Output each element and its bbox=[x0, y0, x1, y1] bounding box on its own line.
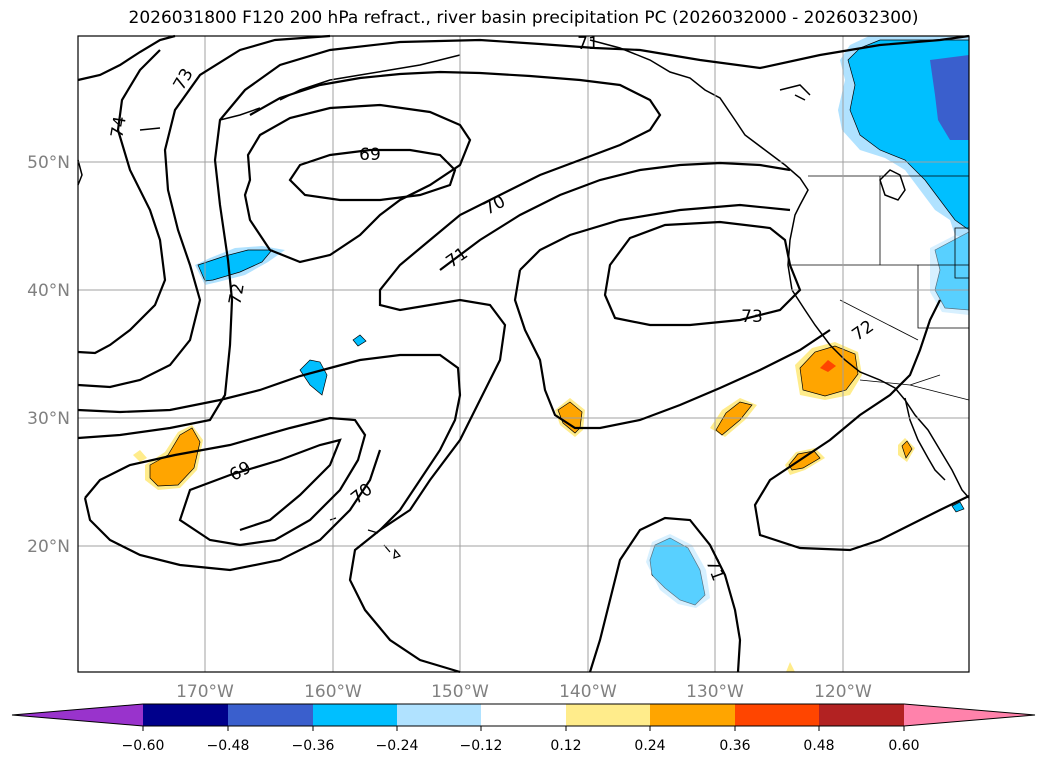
colorbar-segment bbox=[228, 704, 313, 726]
state-borders bbox=[790, 175, 970, 401]
lat-label: 40°N bbox=[27, 281, 70, 301]
colorbar: −0.60 −0.48 −0.36 −0.24 −0.12 0.12 0.24 … bbox=[11, 703, 1036, 754]
lon-label: 160°W bbox=[304, 682, 362, 702]
colorbar-tick-label: −0.36 bbox=[292, 738, 335, 754]
colorbar-extend-low bbox=[12, 704, 143, 726]
neg-anomaly-160w bbox=[299, 359, 328, 396]
colorbar-extend-high bbox=[904, 704, 1035, 726]
contour-label: 74 bbox=[107, 115, 130, 140]
lon-label: 130°W bbox=[686, 682, 744, 702]
colorbar-segment bbox=[819, 704, 904, 726]
refractivity-contours bbox=[77, 34, 970, 674]
colorbar-tick-label: 0.48 bbox=[803, 738, 834, 754]
gridlines bbox=[78, 36, 969, 672]
coastlines bbox=[77, 39, 970, 499]
map-frame bbox=[77, 35, 970, 673]
colorbar-ticks bbox=[142, 726, 905, 731]
colorbar-segment bbox=[650, 704, 735, 726]
contour-label: 72 bbox=[225, 282, 248, 307]
latitude-labels: 50°N 40°N 30°N 20°N bbox=[27, 153, 70, 557]
lon-label: 140°W bbox=[559, 682, 617, 702]
lat-label: 20°N bbox=[27, 537, 70, 557]
lat-label: 30°N bbox=[27, 409, 70, 429]
contour-label: 73 bbox=[741, 307, 763, 327]
colorbar-tick-label: 0.12 bbox=[550, 738, 581, 754]
colorbar-tick-label: 0.36 bbox=[719, 738, 750, 754]
colorbar-segment bbox=[566, 704, 650, 726]
colorbar-segment bbox=[313, 704, 397, 726]
longitude-labels: 170°W 160°W 150°W 140°W 130°W 120°W bbox=[176, 682, 872, 702]
colorbar-segment bbox=[143, 704, 228, 726]
contour-label: 69 bbox=[359, 145, 381, 165]
colorbar-segment bbox=[481, 704, 566, 726]
colorbar-segment bbox=[735, 704, 819, 726]
colorbar-tick-label: 0.24 bbox=[634, 738, 665, 754]
colorbar-tick-label: −0.48 bbox=[207, 738, 250, 754]
colorbar-tick-label: −0.12 bbox=[460, 738, 503, 754]
lat-label: 50°N bbox=[27, 153, 70, 173]
lon-label: 150°W bbox=[431, 682, 489, 702]
colorbar-tick-label: −0.60 bbox=[122, 738, 165, 754]
contour-label: 71 bbox=[577, 34, 599, 54]
colorbar-tick-label: 0.60 bbox=[888, 738, 919, 754]
colorbar-segment bbox=[397, 704, 481, 726]
lon-label: 170°W bbox=[176, 682, 234, 702]
lon-label: 120°W bbox=[814, 682, 872, 702]
colorbar-tick-label: −0.24 bbox=[376, 738, 419, 754]
map-title: 2026031800 F120 200 hPa refract., river … bbox=[128, 8, 919, 28]
